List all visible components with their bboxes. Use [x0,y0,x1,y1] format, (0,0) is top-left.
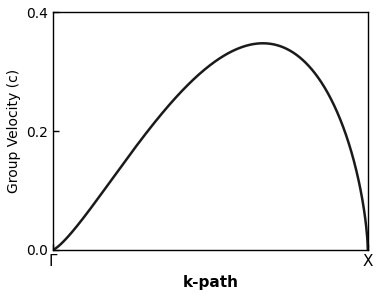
X-axis label: k-path: k-path [182,275,239,290]
Y-axis label: Group Velocity (c): Group Velocity (c) [7,69,21,193]
